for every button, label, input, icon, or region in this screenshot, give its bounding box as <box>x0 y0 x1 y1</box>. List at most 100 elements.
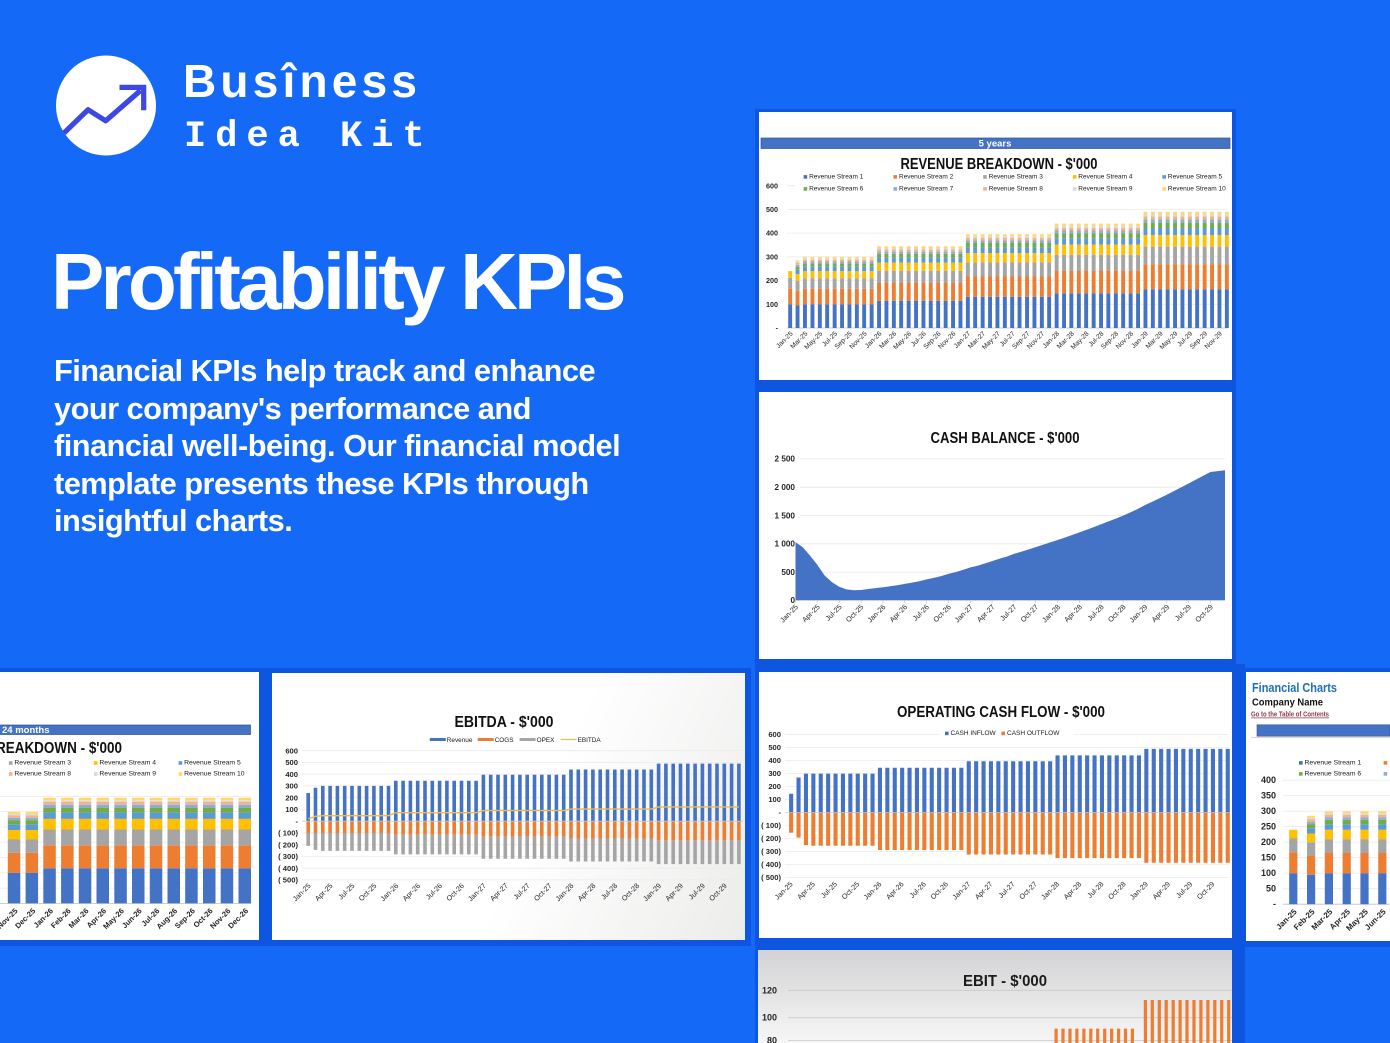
svg-text:100: 100 <box>768 795 781 804</box>
svg-text:250: 250 <box>1261 822 1276 832</box>
svg-text:Revenue Stream 6: Revenue Stream 6 <box>1305 771 1362 778</box>
svg-text:400: 400 <box>766 229 778 238</box>
svg-text:Jan-29: Jan-29 <box>1127 602 1149 624</box>
svg-text:Apr-26: Apr-26 <box>884 880 906 902</box>
svg-text:Go to the Table of Contents: Go to the Table of Contents <box>1251 710 1329 719</box>
svg-text:Jan-27: Jan-27 <box>950 880 972 902</box>
svg-text:Jan-28: Jan-28 <box>1040 602 1062 624</box>
svg-text:Jul-26: Jul-26 <box>911 602 931 622</box>
svg-text:Financial Charts: Financial Charts <box>1252 681 1337 695</box>
svg-text:5 years: 5 years <box>979 139 1012 150</box>
svg-text:Revenue Stream 9: Revenue Stream 9 <box>99 771 156 778</box>
svg-text:100: 100 <box>762 1013 777 1023</box>
svg-text:300: 300 <box>1261 806 1276 816</box>
svg-text:-: - <box>1273 899 1276 909</box>
svg-text:Revenue Stream 8: Revenue Stream 8 <box>14 771 71 778</box>
svg-text:Jul-25: Jul-25 <box>823 602 843 622</box>
svg-text:( 100): ( 100) <box>761 821 781 830</box>
svg-text:Jul-29: Jul-29 <box>1173 602 1193 622</box>
svg-text:Oct-26: Oct-26 <box>928 880 950 902</box>
svg-text:1 500: 1 500 <box>775 511 796 520</box>
svg-text:Oct-25: Oct-25 <box>840 880 862 902</box>
svg-text:100: 100 <box>766 300 778 309</box>
svg-text:Jan-27: Jan-27 <box>466 881 488 903</box>
svg-text:2 500: 2 500 <box>775 455 796 464</box>
svg-text:Oct-29: Oct-29 <box>707 881 729 903</box>
svg-text:Revenue Stream 7: Revenue Stream 7 <box>899 186 954 193</box>
svg-text:500: 500 <box>781 568 795 577</box>
svg-text:500: 500 <box>285 758 298 767</box>
svg-text:Jan-29: Jan-29 <box>641 881 663 903</box>
svg-text:120: 120 <box>762 985 777 995</box>
svg-text:Jul-28: Jul-28 <box>1085 602 1105 622</box>
svg-text:24 months: 24 months <box>2 725 50 736</box>
svg-text:400: 400 <box>285 770 298 779</box>
svg-text:Apr-29: Apr-29 <box>1150 880 1172 902</box>
svg-text:500: 500 <box>766 205 778 214</box>
svg-text:Revenue Stream 9: Revenue Stream 9 <box>1078 186 1133 193</box>
svg-text:EBIT - $'000: EBIT - $'000 <box>963 973 1047 990</box>
svg-text:600: 600 <box>766 181 778 190</box>
svg-text:400: 400 <box>768 756 781 765</box>
svg-text:Jan-27: Jan-27 <box>953 602 975 624</box>
svg-text:Jul-25: Jul-25 <box>819 880 839 900</box>
svg-text:Company Name: Company Name <box>1252 697 1323 709</box>
svg-text:Oct-29: Oct-29 <box>1193 602 1215 624</box>
svg-text:( 500): ( 500) <box>278 876 298 885</box>
svg-text:Jul-27: Jul-27 <box>511 881 531 901</box>
svg-text:Jul-25: Jul-25 <box>336 881 356 901</box>
svg-text:( 500): ( 500) <box>761 873 781 882</box>
svg-text:EBITDA - $'000: EBITDA - $'000 <box>455 714 554 731</box>
svg-text:2 000: 2 000 <box>775 483 796 492</box>
svg-text:-: - <box>295 817 298 826</box>
svg-text:Apr-28: Apr-28 <box>1062 602 1084 624</box>
svg-text:Jul-27: Jul-27 <box>998 602 1018 622</box>
svg-text:Jan-25: Jan-25 <box>291 881 313 903</box>
svg-text:100: 100 <box>1261 868 1276 878</box>
svg-text:REAKDOWN - $'000: REAKDOWN - $'000 <box>0 740 122 757</box>
svg-text:Revenue Stream 8: Revenue Stream 8 <box>989 186 1044 193</box>
svg-text:Jan-25: Jan-25 <box>773 880 795 902</box>
svg-text:Dec-26: Dec-26 <box>226 906 250 930</box>
svg-text:REVENUE BREAKDOWN - $'000: REVENUE BREAKDOWN - $'000 <box>901 156 1098 173</box>
svg-text:Revenue Stream 6: Revenue Stream 6 <box>809 186 864 193</box>
svg-text:EBITDA: EBITDA <box>578 737 602 744</box>
svg-text:COGS: COGS <box>495 737 514 744</box>
svg-text:-: - <box>778 808 781 817</box>
svg-text:Revenue Stream 5: Revenue Stream 5 <box>184 760 241 767</box>
svg-text:0: 0 <box>790 596 795 605</box>
svg-text:Jan-29: Jan-29 <box>1128 880 1150 902</box>
svg-text:Revenue Stream 1: Revenue Stream 1 <box>809 174 864 181</box>
svg-text:200: 200 <box>766 276 778 285</box>
svg-text:200: 200 <box>285 793 298 802</box>
svg-text:Oct-28: Oct-28 <box>1106 602 1128 624</box>
svg-text:OPEX: OPEX <box>537 737 555 744</box>
svg-text:Oct-27: Oct-27 <box>532 881 554 903</box>
svg-text:Oct-27: Oct-27 <box>1017 880 1039 902</box>
svg-text:Jul-28: Jul-28 <box>599 881 619 901</box>
svg-text:Oct-27: Oct-27 <box>1018 602 1040 624</box>
svg-text:Revenue Stream 10: Revenue Stream 10 <box>184 771 245 778</box>
svg-text:OPERATING CASH FLOW - $'000: OPERATING CASH FLOW - $'000 <box>897 704 1105 721</box>
svg-text:Jul-27: Jul-27 <box>996 880 1016 900</box>
svg-text:Apr-28: Apr-28 <box>576 881 598 903</box>
svg-text:Jul-28: Jul-28 <box>1085 880 1105 900</box>
svg-text:-: - <box>776 324 779 333</box>
svg-text:50: 50 <box>1266 884 1276 894</box>
svg-text:Apr-25: Apr-25 <box>795 880 817 902</box>
svg-text:Jan-26: Jan-26 <box>378 881 400 903</box>
svg-text:400: 400 <box>1261 775 1276 785</box>
svg-text:Jul-26: Jul-26 <box>908 880 928 900</box>
svg-text:Jun-26: Jun-26 <box>120 906 144 930</box>
svg-text:Apr-29: Apr-29 <box>663 881 685 903</box>
svg-text:CASH BALANCE - $'000: CASH BALANCE - $'000 <box>931 430 1080 447</box>
svg-text:150: 150 <box>1261 853 1276 863</box>
svg-text:Jul-29: Jul-29 <box>1174 880 1194 900</box>
svg-text:Jan-26: Jan-26 <box>865 602 887 624</box>
svg-text:Jul-26: Jul-26 <box>424 881 444 901</box>
svg-text:80: 80 <box>767 1036 777 1043</box>
svg-text:( 100): ( 100) <box>278 829 298 838</box>
svg-text:Revenue Stream 2: Revenue Stream 2 <box>899 174 954 181</box>
svg-text:600: 600 <box>768 730 781 739</box>
svg-text:Apr-25: Apr-25 <box>800 602 822 624</box>
